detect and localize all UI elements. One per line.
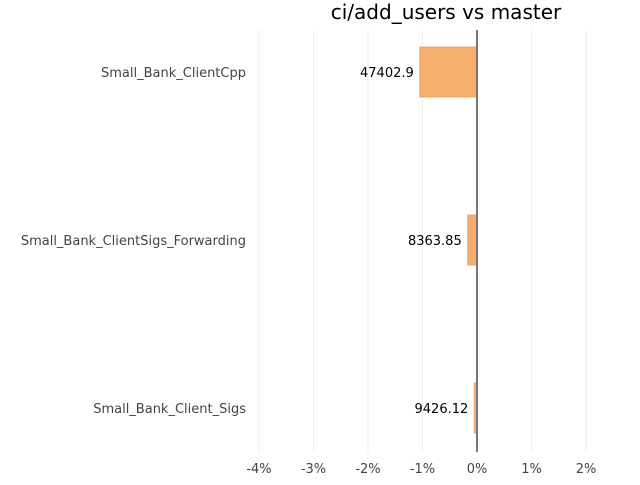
x-tick-label: -3% <box>301 462 326 477</box>
category-label: Small_Bank_ClientCpp <box>101 66 246 81</box>
bar <box>467 214 478 266</box>
x-tick-label: 2% <box>576 462 597 477</box>
x-tick-label: -1% <box>410 462 435 477</box>
bar <box>419 46 478 98</box>
category-label: Small_Bank_ClientSigs_Forwarding <box>21 234 246 249</box>
grid-layer <box>258 30 587 452</box>
data-label: 47402.9 <box>360 66 414 81</box>
x-tick-label: 1% <box>521 462 542 477</box>
x-tick-label: 0% <box>467 462 488 477</box>
tick-layer: -4% -3% -2% -1% 0% 1% 2% <box>246 462 596 477</box>
label-layer: Small_Bank_ClientCpp 47402.9 Small_Bank_Cl… <box>21 66 468 417</box>
x-tick-label: -2% <box>355 462 380 477</box>
data-label: 8363.85 <box>408 234 462 249</box>
x-tick-label: -4% <box>246 462 271 477</box>
data-label: 9426.12 <box>415 402 469 417</box>
category-label: Small_Bank_Client_Sigs <box>93 402 246 417</box>
chart-title: ci/add_users vs master <box>331 0 562 24</box>
